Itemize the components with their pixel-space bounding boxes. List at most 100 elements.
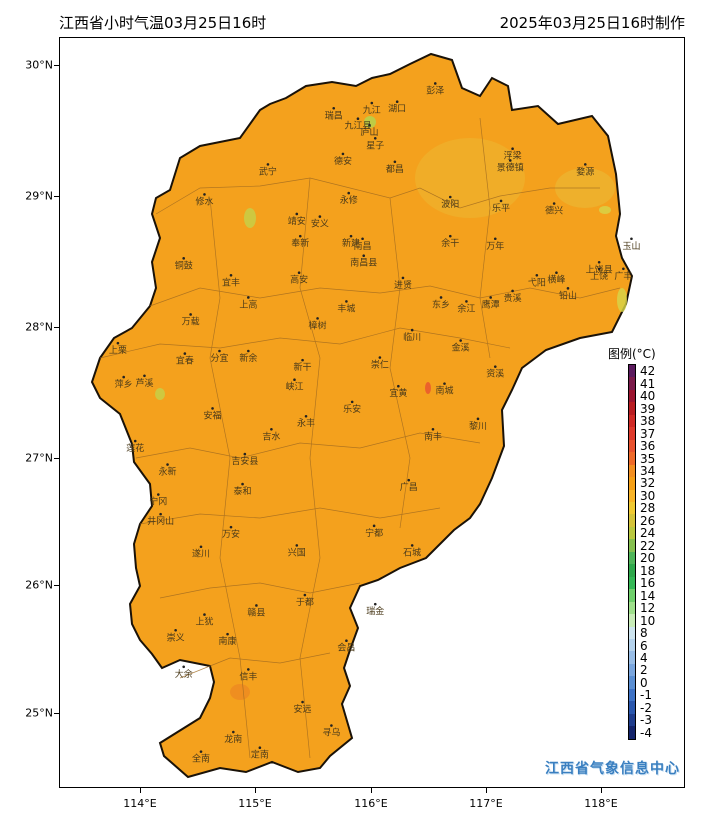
city-dot	[182, 665, 185, 669]
city-dot	[241, 482, 244, 486]
city-dot	[499, 199, 503, 203]
color-bar-label: -1	[640, 688, 652, 703]
city-label: 铅山	[559, 289, 577, 301]
city-dot	[347, 191, 351, 195]
color-bar-segment	[629, 402, 635, 415]
city-label: 余干	[441, 237, 459, 249]
city-label: 赣县	[247, 606, 265, 618]
color-bar-label: 41	[640, 376, 656, 391]
city-label: 南昌县	[350, 257, 377, 269]
city-dot	[373, 136, 377, 140]
city-label: 遂川	[192, 548, 210, 560]
lat-tick	[54, 585, 59, 586]
city-label: 德兴	[545, 205, 563, 217]
city-label: 于都	[296, 597, 314, 608]
city-dot	[476, 417, 480, 421]
watermark-text: 江西省气象信息中心	[545, 761, 680, 777]
lon-label-117: 117°E	[469, 797, 503, 810]
color-bar-label: 6	[640, 638, 648, 653]
color-bar-label: 40	[640, 389, 656, 404]
color-bar-segment	[629, 688, 635, 702]
lat-label-27: 27°N	[25, 451, 53, 465]
city-dot	[397, 384, 400, 388]
city-label: 瑞金	[366, 605, 384, 617]
city-label: 宁冈	[149, 496, 167, 508]
city-label: 樟树	[309, 319, 327, 331]
lon-tick	[255, 788, 256, 793]
city-label: 上高	[239, 298, 257, 310]
city-label: 南昌	[354, 240, 372, 252]
city-dot	[361, 237, 364, 241]
city-label: 芦溪	[135, 377, 153, 389]
color-bar-segment	[629, 713, 635, 727]
lat-tick	[54, 65, 59, 66]
city-dot	[226, 632, 229, 636]
city-label: 弋阳	[528, 276, 546, 288]
city-dot	[211, 407, 214, 410]
city-dot	[597, 260, 601, 264]
color-bar-segment	[629, 589, 635, 602]
color-bar-segment	[629, 477, 635, 490]
city-dot	[199, 750, 203, 753]
cool-spot-lushan	[364, 116, 376, 128]
city-dot	[362, 254, 366, 258]
city-dot	[183, 352, 187, 355]
city-label: 宜丰	[222, 276, 240, 288]
lat-label-28: 28°N	[25, 320, 53, 334]
color-bar-label: 38	[640, 414, 656, 429]
city-dot	[622, 267, 625, 271]
color-bar-label: 30	[640, 488, 656, 503]
city-dot	[341, 152, 345, 156]
color-bar-segment	[629, 452, 635, 465]
color-bar-segment	[629, 526, 635, 540]
city-label: 黎川	[469, 420, 487, 432]
color-bar-label: -4	[640, 725, 652, 740]
city-label: 铜鼓	[175, 259, 193, 271]
lon-label-115: 115°E	[238, 797, 272, 810]
city-dot	[597, 267, 601, 271]
city-dot	[508, 159, 512, 162]
city-dot	[203, 193, 206, 196]
city-label: 奉新	[291, 237, 309, 249]
city-dot	[433, 82, 437, 85]
city-dot	[243, 452, 247, 456]
city-label: 永丰	[297, 417, 315, 429]
city-label: 武宁	[259, 165, 277, 177]
city-dot	[459, 339, 462, 342]
city-label: 万载	[182, 315, 200, 327]
city-dot	[297, 271, 301, 274]
city-label: 九江县	[344, 121, 371, 132]
color-bar-segment	[629, 377, 635, 390]
city-label: 上栗	[109, 345, 127, 356]
city-label: 新干	[294, 361, 312, 373]
city-dot	[258, 746, 262, 750]
color-bar-segment	[629, 663, 635, 677]
warm-spot-nancheng	[425, 382, 431, 394]
city-dot	[157, 493, 160, 496]
color-bar-segment	[629, 514, 635, 527]
city-label: 井冈山	[147, 515, 174, 527]
color-bar-segment	[629, 389, 635, 403]
color-bar-segment	[629, 539, 635, 552]
city-dot	[345, 639, 348, 642]
city-label: 新余	[239, 352, 257, 364]
city-dot	[410, 328, 414, 332]
city-dot	[493, 237, 497, 241]
color-bar-label: 26	[640, 513, 656, 528]
city-label: 寻乌	[322, 727, 340, 739]
city-dot	[203, 613, 206, 616]
city-label: 会昌	[337, 642, 355, 654]
city-label: 星子	[366, 140, 384, 151]
color-bar	[628, 364, 636, 740]
lon-tick	[140, 788, 141, 793]
city-label: 乐安	[343, 403, 361, 415]
color-bar-segment	[629, 427, 635, 440]
color-bar-label: 16	[640, 576, 656, 591]
lon-tick	[371, 788, 372, 793]
city-label: 鹰潭	[482, 298, 500, 310]
color-bar-segment	[629, 626, 635, 639]
city-label: 安福	[204, 409, 222, 421]
city-label: 崇仁	[371, 359, 389, 371]
city-dot	[511, 147, 514, 151]
lon-label-116: 116°E	[354, 797, 388, 810]
